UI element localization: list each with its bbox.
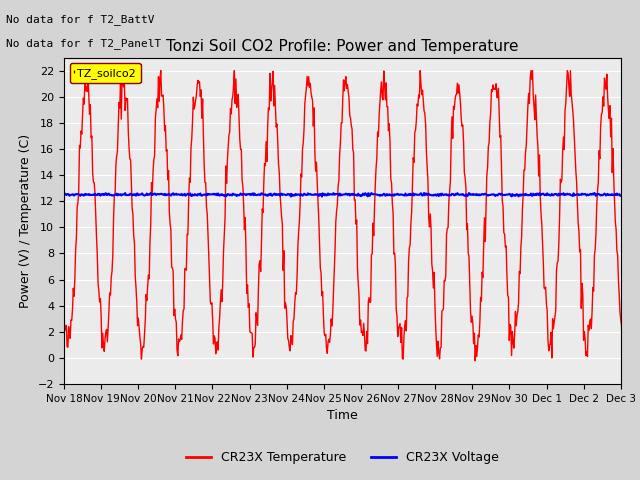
- Legend: CR23X Temperature, CR23X Voltage: CR23X Temperature, CR23X Voltage: [181, 446, 504, 469]
- X-axis label: Time: Time: [327, 409, 358, 422]
- Text: No data for f T2_BattV: No data for f T2_BattV: [6, 14, 155, 25]
- Text: No data for f T2_PanelT: No data for f T2_PanelT: [6, 38, 162, 49]
- Title: Tonzi Soil CO2 Profile: Power and Temperature: Tonzi Soil CO2 Profile: Power and Temper…: [166, 39, 518, 54]
- Y-axis label: Power (V) / Temperature (C): Power (V) / Temperature (C): [19, 134, 32, 308]
